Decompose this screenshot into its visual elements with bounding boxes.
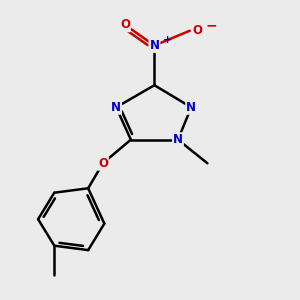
Text: N: N	[111, 101, 121, 114]
Text: −: −	[206, 18, 218, 32]
Text: +: +	[163, 35, 172, 45]
Text: N: N	[186, 101, 196, 114]
Text: O: O	[120, 18, 130, 32]
Text: N: N	[173, 133, 183, 146]
Text: N: N	[149, 39, 159, 52]
Text: O: O	[98, 157, 108, 170]
Text: O: O	[193, 24, 203, 37]
